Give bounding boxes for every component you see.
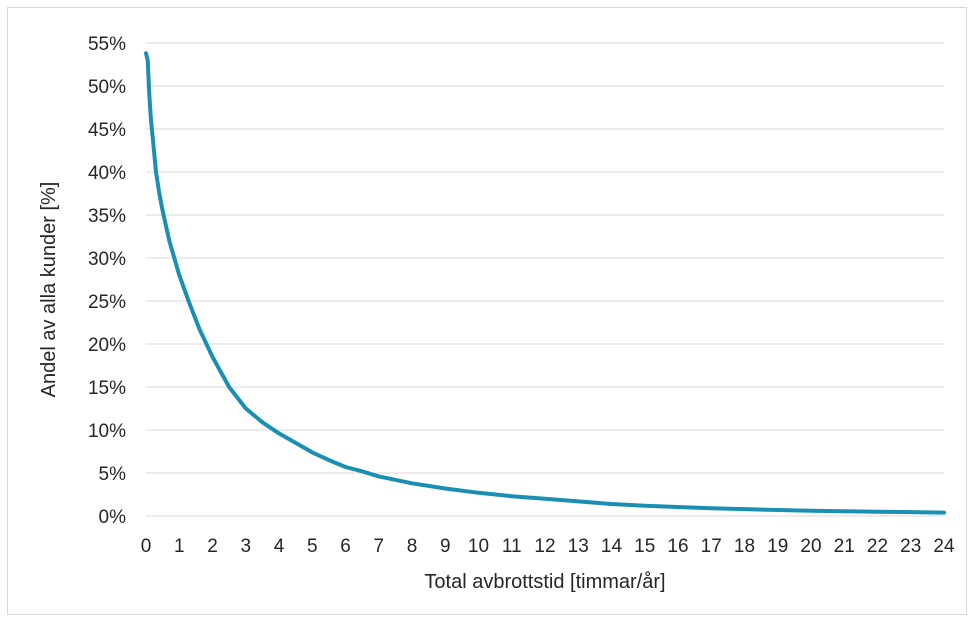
x-tick-label: 10 (468, 536, 489, 557)
x-tick-label: 17 (701, 536, 722, 557)
x-tick-label: 1 (174, 536, 185, 557)
x-tick-label: 20 (800, 536, 821, 557)
y-tick-label: 45% (88, 120, 126, 141)
y-tick-label: 40% (88, 163, 126, 184)
x-tick-label: 0 (141, 536, 152, 557)
y-tick-label: 0% (99, 507, 127, 528)
x-tick-label: 7 (373, 536, 384, 557)
x-tick-label: 3 (240, 536, 251, 557)
y-axis-ticks: 0% 5% 10% 15% 20% 25% 30% 35% 40% 45% 50% 55% (88, 34, 126, 528)
x-tick-label: 8 (407, 536, 418, 557)
y-tick-label: 50% (88, 77, 126, 98)
y-tick-label: 20% (88, 335, 126, 356)
x-tick-label: 22 (867, 536, 888, 557)
y-tick-label: 35% (88, 206, 126, 227)
gridlines (146, 42, 944, 517)
x-tick-label: 19 (767, 536, 788, 557)
x-tick-label: 4 (274, 536, 285, 557)
y-tick-label: 10% (88, 421, 126, 442)
y-tick-label: 15% (88, 378, 126, 399)
x-tick-label: 2 (207, 536, 218, 557)
x-tick-label: 18 (734, 536, 755, 557)
x-tick-label: 16 (667, 536, 688, 557)
x-tick-label: 24 (933, 536, 955, 557)
y-axis-title: Andel av alla kunder [%] (38, 182, 60, 398)
x-axis-ticks: 0 1 2 3 4 5 6 7 8 9 10 11 12 13 14 15 16 17 18 19 20 21 22 23 24 (141, 536, 955, 557)
x-tick-label: 15 (634, 536, 655, 557)
y-tick-label: 25% (88, 292, 126, 313)
x-tick-label: 13 (568, 536, 589, 557)
x-tick-label: 12 (534, 536, 555, 557)
y-tick-label: 5% (99, 464, 127, 485)
y-tick-label: 30% (88, 249, 126, 270)
series-line (144, 51, 946, 515)
chart-frame (7, 7, 967, 615)
x-tick-label: 14 (601, 536, 623, 557)
x-tick-label: 5 (307, 536, 318, 557)
x-tick-label: 23 (900, 536, 921, 557)
y-tick-label: 55% (88, 34, 126, 55)
x-tick-label: 9 (440, 536, 451, 557)
x-tick-label: 21 (834, 536, 855, 557)
x-tick-label: 11 (502, 536, 522, 557)
x-tick-label: 6 (340, 536, 351, 557)
x-axis-title: Total avbrottstid [timmar/år] (424, 571, 665, 593)
